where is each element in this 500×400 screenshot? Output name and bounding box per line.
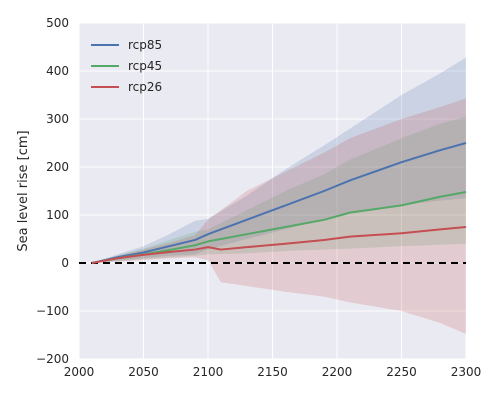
y-tick-label: 200: [46, 160, 69, 174]
grid: [78, 22, 467, 360]
legend-label-rcp85: rcp85: [128, 38, 162, 52]
rcp85-band: [91, 57, 467, 264]
x-tick-label: 2150: [257, 365, 288, 379]
x-tick-label: 2050: [128, 365, 159, 379]
y-tick-label: 0: [61, 256, 69, 270]
rcp26-line: [91, 226, 467, 264]
x-tick-label: 2250: [386, 365, 417, 379]
x-tick-labels: 2000 2050 2100 2150 2200 2250 2300: [64, 365, 482, 379]
y-tick-label: 100: [46, 208, 69, 222]
rcp85-line: [91, 142, 467, 264]
legend-label-rcp26: rcp26: [128, 80, 162, 94]
y-tick-label: −200: [36, 352, 69, 366]
x-tick-label: 2100: [193, 365, 224, 379]
y-axis-label: Sea level rise [cm]: [16, 130, 31, 251]
x-tick-label: 2300: [451, 365, 482, 379]
uncertainty-bands: [91, 57, 467, 335]
series-lines: [91, 142, 467, 264]
rcp26-band: [91, 98, 467, 335]
x-tick-label: 2000: [64, 365, 95, 379]
y-tick-label: −100: [36, 304, 69, 318]
y-tick-label: 300: [46, 112, 69, 126]
legend: rcp85 rcp45 rcp26: [91, 38, 162, 94]
y-tick-labels: 500 400 300 200 100 0 −100 −200: [36, 16, 69, 366]
legend-label-rcp45: rcp45: [128, 59, 162, 73]
y-tick-label: 500: [46, 16, 69, 30]
y-tick-label: 400: [46, 64, 69, 78]
x-tick-label: 2200: [322, 365, 353, 379]
rcp45-band: [91, 116, 467, 263]
